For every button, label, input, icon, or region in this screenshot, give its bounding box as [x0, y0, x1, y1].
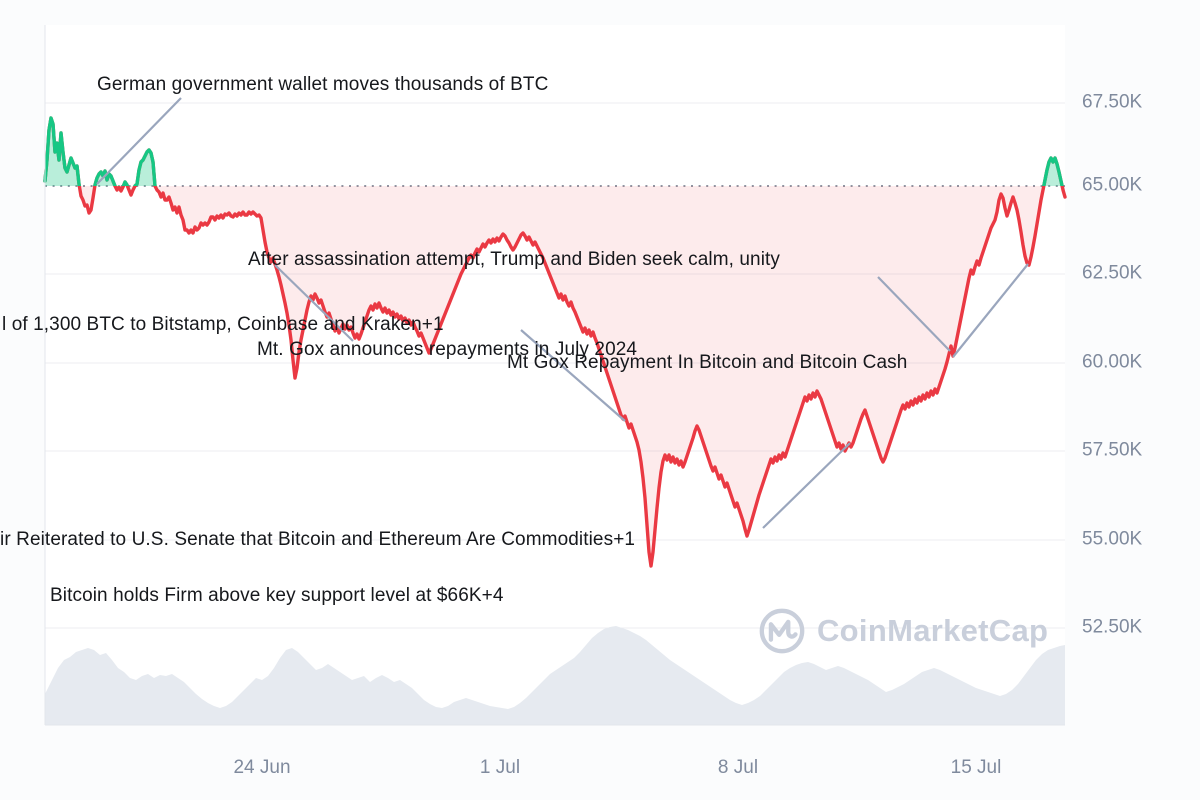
annotation-pointer-line — [274, 264, 354, 342]
x-axis-label: 24 Jun — [233, 757, 291, 778]
annotation-pointer-line — [877, 276, 951, 352]
y-axis-label: 67.50K — [1082, 91, 1143, 113]
annotation-pointer-line — [952, 263, 1029, 358]
y-axis-label: 62.50K — [1082, 262, 1143, 284]
y-axis-label: 57.50K — [1082, 439, 1143, 461]
annotation-label[interactable]: l of 1,300 BTC to Bitstamp, Coinbase and… — [2, 314, 444, 335]
coinmarketcap-wordmark: CoinMarketCap — [817, 613, 1049, 648]
annotation-pointer-line — [762, 442, 851, 529]
price-area-down — [45, 186, 1065, 566]
coinmarketcap-logo-icon — [759, 608, 805, 654]
annotation-label[interactable]: German government wallet moves thousands… — [97, 74, 549, 95]
annotation-label[interactable]: Mt Gox Repayment In Bitcoin and Bitcoin … — [507, 352, 908, 373]
annotation-label[interactable]: After assassination attempt, Trump and B… — [248, 249, 781, 270]
y-axis-label: 60.00K — [1082, 351, 1143, 373]
coinmarketcap-watermark: CoinMarketCap — [757, 605, 1048, 657]
y-axis-label: 55.00K — [1082, 528, 1143, 550]
annotation-label[interactable]: Bitcoin holds Firm above key support lev… — [50, 585, 504, 606]
annotation-pointer-line — [520, 329, 626, 422]
price-line-down — [43, 116, 1067, 568]
annotation-label[interactable]: ir Reiterated to U.S. Senate that Bitcoi… — [0, 529, 636, 550]
x-axis-label: 15 Jul — [950, 757, 1002, 778]
plot-area — [45, 25, 1065, 725]
y-axis-label: 52.50K — [1082, 616, 1143, 638]
price-area-up — [45, 118, 1065, 186]
x-axis-label: 1 Jul — [479, 757, 521, 778]
x-axis-label: 8 Jul — [717, 757, 759, 778]
y-axis-label: 65.00K — [1082, 174, 1143, 196]
annotation-label[interactable]: Mt. Gox announces repayments in July 202… — [257, 339, 638, 360]
annotation-pointer-line — [96, 97, 182, 185]
volume-area — [45, 626, 1065, 725]
